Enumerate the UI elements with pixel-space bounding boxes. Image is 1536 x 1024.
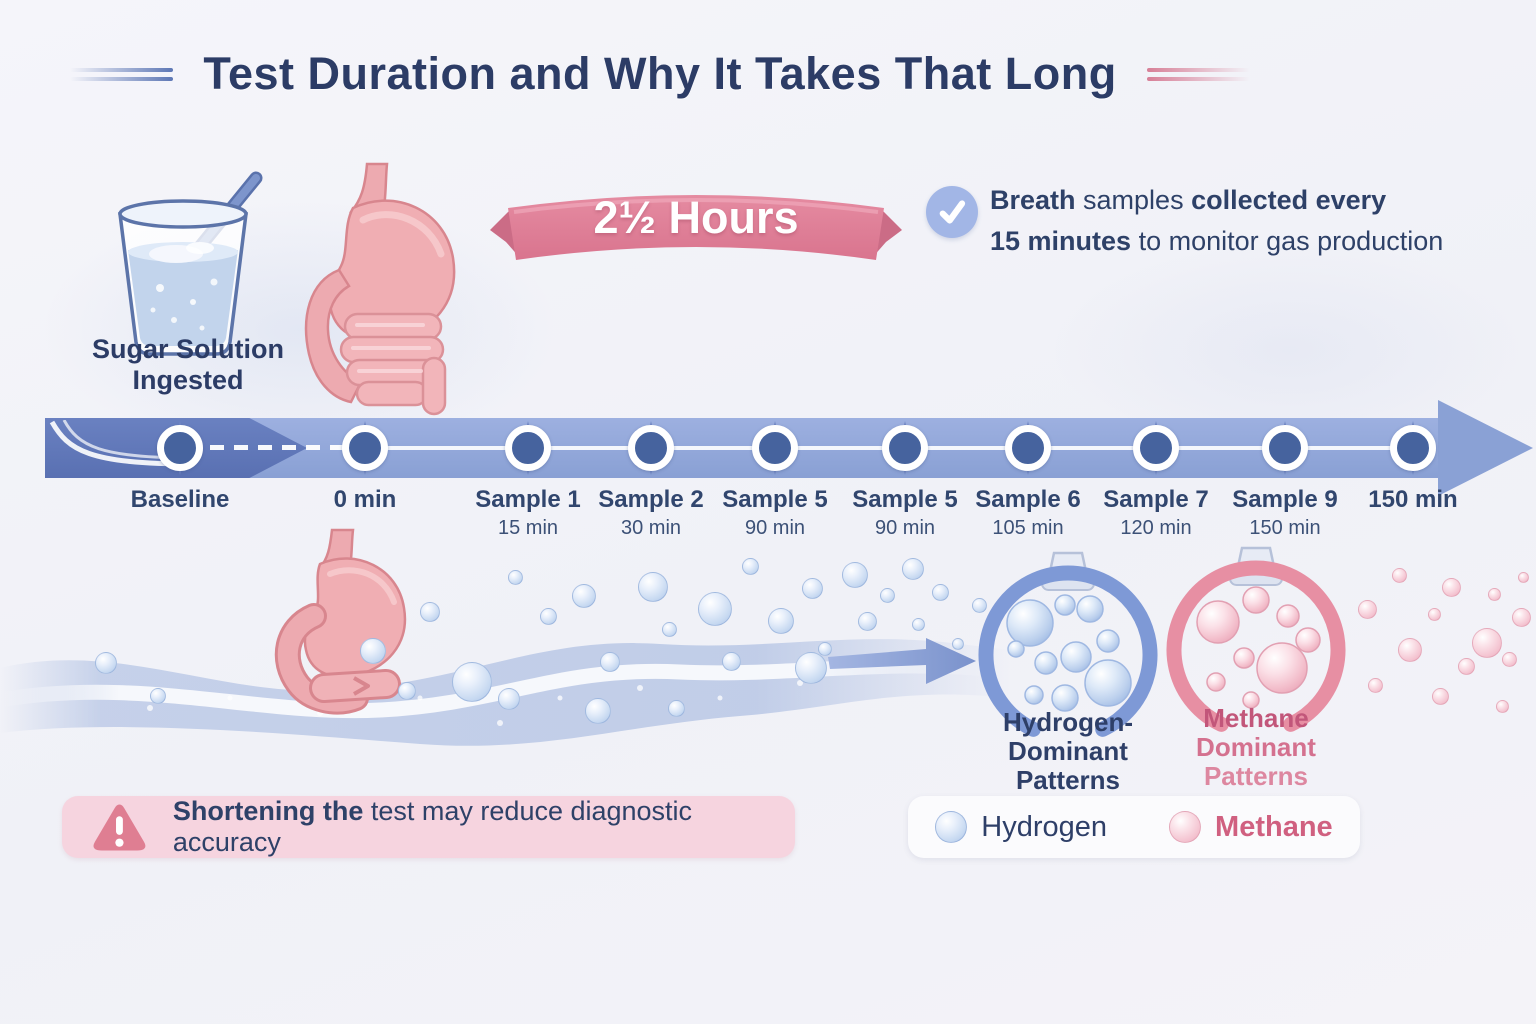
timeline-marker-dot [1390, 425, 1436, 471]
timeline-arrowhead [1438, 400, 1533, 496]
check-icon [926, 186, 978, 238]
timeline-marker-dot [505, 425, 551, 471]
hydrogen-bubble-icon [952, 638, 964, 650]
hydrogen-bubble-icon [768, 608, 794, 634]
hydrogen-bubble-icon [540, 608, 557, 625]
hydrogen-bubble-icon [818, 642, 832, 656]
hydrogen-bubble-icon [802, 578, 823, 599]
hydrogen-bubble-icon [398, 682, 416, 700]
hydrogen-bubble-icon [668, 700, 685, 717]
hydrogen-bubble-icon [572, 584, 596, 608]
hydrogen-bubble-icon [902, 558, 924, 580]
timeline-marker-dot [1262, 425, 1308, 471]
timeline-label: Baseline [130, 486, 230, 513]
sugar-solution-label: Sugar Solution Ingested [92, 334, 284, 395]
timeline-dashed-line [186, 445, 364, 450]
hydrogen-bubble-icon [452, 662, 492, 702]
methane-bubble-icon [1442, 578, 1461, 597]
warning-banner: Shortening the test may reduce diagnosti… [62, 796, 795, 858]
timeline-label: Sample 5 90 min [852, 486, 958, 539]
methane-bubble-icon [1392, 568, 1407, 583]
methane-bubble-icon [1358, 600, 1377, 619]
hydrogen-bubble-icon [508, 570, 523, 585]
legend-label-hydrogen: Hydrogen [981, 810, 1108, 843]
timeline-label: Sample 5 90 min [722, 486, 828, 539]
hydrogen-bubble-icon [638, 572, 668, 602]
legend-item-methane: Methane [1169, 811, 1333, 844]
hydrogen-bubble-icon [150, 688, 166, 704]
hydrogen-bubble-icon [498, 688, 520, 710]
stomach-intestines-icon [304, 162, 456, 416]
small-stomach-icon [274, 528, 407, 715]
hydrogen-bubble-icon [935, 811, 968, 843]
sugar-solution-glass-icon [118, 171, 263, 356]
timeline-label: Sample 9 150 min [1232, 486, 1338, 539]
hydrogen-bubble-icon [585, 698, 611, 724]
methane-bubble-icon [1502, 652, 1517, 667]
methane-bubble-icon [1472, 628, 1502, 658]
legend-item-hydrogen: Hydrogen [935, 811, 1107, 844]
hydrogen-bubble-icon [842, 562, 868, 588]
hydrogen-bubble-icon [360, 638, 386, 664]
methane-bubble-icon [1518, 572, 1529, 583]
warning-text: Shortening the test may reduce diagnosti… [172, 796, 693, 857]
warning-icon [93, 804, 146, 851]
flow-arrow-icon [828, 638, 976, 684]
hydrogen-bubble-icon [880, 588, 895, 603]
timeline-marker-dot [1005, 425, 1051, 471]
hydrogen-bubble-icon [858, 612, 877, 631]
timeline-label: Sample 7 120 min [1103, 486, 1209, 539]
methane-bubble-icon [1496, 700, 1509, 713]
hydrogen-bubble-icon [662, 622, 677, 637]
hydrogen-pattern-circle [978, 551, 1158, 737]
methane-bubble-icon [1458, 658, 1475, 675]
timeline-label: Sample 1 15 min [475, 486, 581, 539]
methane-bubble-icon [1432, 688, 1449, 705]
header: Test Duration and Why It Takes That Long [70, 48, 1250, 100]
ribbon-banner [490, 195, 902, 260]
timeline-label: Sample 6 105 min [975, 486, 1081, 539]
title-left-lines [70, 67, 174, 81]
methane-bubble-icon [1169, 811, 1202, 843]
hydrogen-bubble-icon [795, 652, 827, 684]
collection-note: Breath samples collected every 15 minute… [990, 185, 1444, 256]
hydrogen-bubble-icon [95, 652, 117, 674]
methane-pattern-circle [1166, 546, 1346, 732]
page-title: Test Duration and Why It Takes That Long [203, 48, 1117, 99]
hydrogen-bubble-icon [972, 598, 987, 613]
timeline-marker-dot [752, 425, 798, 471]
timeline-label: Sample 2 30 min [598, 486, 704, 539]
methane-pattern-label: Methane Dominant Patterns [1196, 703, 1316, 791]
methane-bubble-icon [1368, 678, 1383, 693]
timeline-marker-dot [342, 425, 388, 471]
title-right-lines [1146, 67, 1250, 81]
timeline-marker-dot [628, 425, 674, 471]
timeline-marker-dot [157, 425, 203, 471]
hydrogen-pattern-label: Hydrogen- Dominant Patterns [1003, 707, 1133, 795]
legend-label-methane: Methane [1215, 810, 1333, 843]
methane-bubble-icon [1398, 638, 1422, 662]
timeline-marker-dot [882, 425, 928, 471]
hydrogen-bubble-icon [698, 592, 732, 626]
legend: Hydrogen Methane [908, 796, 1360, 858]
hydrogen-bubble-icon [912, 618, 925, 631]
hydrogen-bubble-icon [932, 584, 949, 601]
methane-bubble-icon [1512, 608, 1531, 627]
hydrogen-bubble-icon [600, 652, 620, 672]
timeline-label: 0 min [333, 486, 397, 513]
methane-bubble-icon [1428, 608, 1441, 621]
hydrogen-bubble-icon [742, 558, 759, 575]
duration-banner-text: 2½ Hours [593, 192, 799, 243]
hydrogen-bubble-icon [420, 602, 440, 622]
methane-bubble-icon [1488, 588, 1501, 601]
hydrogen-bubble-icon [722, 652, 741, 671]
timeline-label: 150 min [1368, 486, 1458, 513]
timeline-marker-dot [1133, 425, 1179, 471]
